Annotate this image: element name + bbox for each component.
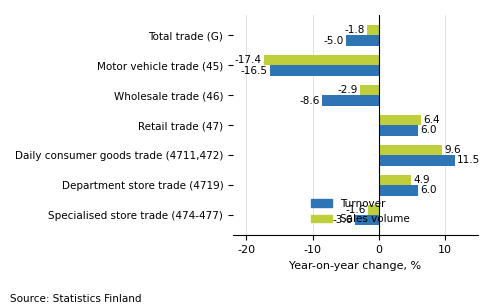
Bar (368, 205, 379, 215)
Bar (367, 25, 379, 36)
Text: -8.6: -8.6 (299, 95, 320, 105)
Bar (264, 55, 379, 65)
Bar (346, 36, 379, 46)
Text: -3.6: -3.6 (332, 215, 353, 225)
Text: 4.9: 4.9 (413, 175, 430, 185)
Bar (355, 215, 379, 226)
Text: -1.6: -1.6 (346, 205, 366, 215)
Text: -17.4: -17.4 (235, 55, 262, 65)
Bar (379, 174, 411, 185)
Text: 6.4: 6.4 (423, 115, 440, 125)
Text: 6.0: 6.0 (421, 185, 437, 195)
Text: 9.6: 9.6 (444, 145, 461, 155)
Bar (359, 85, 379, 95)
X-axis label: Year-on-year change, %: Year-on-year change, % (289, 261, 422, 271)
Bar (322, 95, 379, 106)
Text: -5.0: -5.0 (323, 36, 344, 46)
Text: 6.0: 6.0 (421, 126, 437, 136)
Text: -1.8: -1.8 (345, 25, 365, 35)
Text: Source: Statistics Finland: Source: Statistics Finland (10, 294, 141, 304)
Bar (379, 155, 455, 166)
Text: 11.5: 11.5 (457, 155, 480, 165)
Text: -16.5: -16.5 (241, 66, 268, 76)
Bar (379, 125, 419, 136)
Bar (379, 185, 419, 195)
Bar (270, 65, 379, 76)
Legend: Turnover, Sales volume: Turnover, Sales volume (307, 195, 414, 228)
Bar (379, 115, 421, 125)
Bar (379, 145, 442, 155)
Text: -2.9: -2.9 (337, 85, 357, 95)
